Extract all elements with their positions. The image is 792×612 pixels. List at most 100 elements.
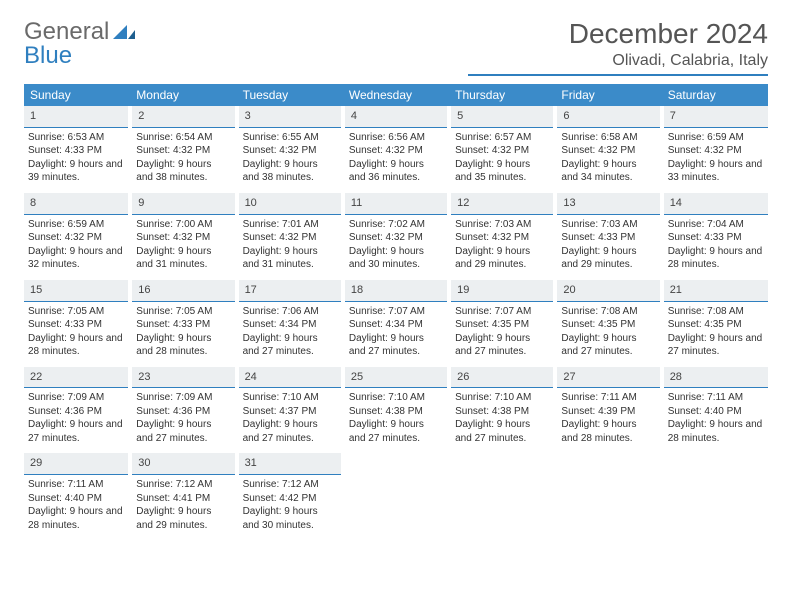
calendar-cell: 15Sunrise: 7:05 AMSunset: 4:33 PMDayligh… [24,277,130,364]
day-body: Sunrise: 7:12 AMSunset: 4:42 PMDaylight:… [239,475,341,534]
day-body: Sunrise: 6:53 AMSunset: 4:33 PMDaylight:… [24,128,128,187]
calendar-cell: .. [662,450,768,537]
day-body: Sunrise: 6:59 AMSunset: 4:32 PMDaylight:… [664,128,768,187]
location-label: Olivadi, Calabria, Italy [468,52,768,76]
calendar-cell: 10Sunrise: 7:01 AMSunset: 4:32 PMDayligh… [237,190,343,277]
calendar-table: Sunday Monday Tuesday Wednesday Thursday… [24,84,768,540]
calendar-body: 1Sunrise: 6:53 AMSunset: 4:33 PMDaylight… [24,106,768,537]
calendar-cell: 17Sunrise: 7:06 AMSunset: 4:34 PMDayligh… [237,277,343,364]
calendar-cell: 28Sunrise: 7:11 AMSunset: 4:40 PMDayligh… [662,364,768,451]
day-body: Sunrise: 6:58 AMSunset: 4:32 PMDaylight:… [557,128,659,187]
calendar-cell: 21Sunrise: 7:08 AMSunset: 4:35 PMDayligh… [662,277,768,364]
day-body: Sunrise: 6:59 AMSunset: 4:32 PMDaylight:… [24,215,128,274]
calendar-cell: .. [555,450,661,537]
day-body: Sunrise: 7:03 AMSunset: 4:32 PMDaylight:… [451,215,553,274]
calendar-cell: 5Sunrise: 6:57 AMSunset: 4:32 PMDaylight… [449,106,555,190]
day-number: 1 [24,106,128,128]
day-number: 24 [239,367,341,389]
calendar-cell: 16Sunrise: 7:05 AMSunset: 4:33 PMDayligh… [130,277,236,364]
day-number: 26 [451,367,553,389]
day-header: Tuesday [237,84,343,106]
calendar-cell: 6Sunrise: 6:58 AMSunset: 4:32 PMDaylight… [555,106,661,190]
day-body: Sunrise: 7:02 AMSunset: 4:32 PMDaylight:… [345,215,447,274]
day-body: Sunrise: 7:10 AMSunset: 4:38 PMDaylight:… [345,388,447,447]
day-body: Sunrise: 6:57 AMSunset: 4:32 PMDaylight:… [451,128,553,187]
day-number: 12 [451,193,553,215]
calendar-cell: 11Sunrise: 7:02 AMSunset: 4:32 PMDayligh… [343,190,449,277]
day-number: 20 [557,280,659,302]
calendar-cell: .. [343,450,449,537]
calendar-cell: 4Sunrise: 6:56 AMSunset: 4:32 PMDaylight… [343,106,449,190]
calendar-cell: 3Sunrise: 6:55 AMSunset: 4:32 PMDaylight… [237,106,343,190]
logo-part1: General [24,18,109,45]
calendar-cell: 18Sunrise: 7:07 AMSunset: 4:34 PMDayligh… [343,277,449,364]
day-header: Saturday [662,84,768,106]
month-title: December 2024 [468,18,768,50]
day-body: Sunrise: 7:07 AMSunset: 4:35 PMDaylight:… [451,302,553,361]
calendar-cell: 13Sunrise: 7:03 AMSunset: 4:33 PMDayligh… [555,190,661,277]
day-body: Sunrise: 7:11 AMSunset: 4:40 PMDaylight:… [664,388,768,447]
calendar-cell: 2Sunrise: 6:54 AMSunset: 4:32 PMDaylight… [130,106,236,190]
calendar-row: 1Sunrise: 6:53 AMSunset: 4:33 PMDaylight… [24,106,768,190]
day-number: 2 [132,106,234,128]
calendar-cell: .. [449,450,555,537]
day-number: 28 [664,367,768,389]
day-header: Monday [130,84,236,106]
calendar-cell: 26Sunrise: 7:10 AMSunset: 4:38 PMDayligh… [449,364,555,451]
day-body: Sunrise: 7:05 AMSunset: 4:33 PMDaylight:… [132,302,234,361]
calendar-cell: 12Sunrise: 7:03 AMSunset: 4:32 PMDayligh… [449,190,555,277]
calendar-cell: 29Sunrise: 7:11 AMSunset: 4:40 PMDayligh… [24,450,130,537]
day-number: 5 [451,106,553,128]
day-body: Sunrise: 7:07 AMSunset: 4:34 PMDaylight:… [345,302,447,361]
day-number: 22 [24,367,128,389]
logo: General Blue [24,18,135,68]
title-block: December 2024 Olivadi, Calabria, Italy [468,18,768,76]
day-body: Sunrise: 7:05 AMSunset: 4:33 PMDaylight:… [24,302,128,361]
calendar-cell: 31Sunrise: 7:12 AMSunset: 4:42 PMDayligh… [237,450,343,537]
day-number: 15 [24,280,128,302]
calendar-cell: 27Sunrise: 7:11 AMSunset: 4:39 PMDayligh… [555,364,661,451]
day-body: Sunrise: 7:00 AMSunset: 4:32 PMDaylight:… [132,215,234,274]
day-body: Sunrise: 7:04 AMSunset: 4:33 PMDaylight:… [664,215,768,274]
calendar-cell: 20Sunrise: 7:08 AMSunset: 4:35 PMDayligh… [555,277,661,364]
logo-sail-icon [113,20,135,44]
day-number: 4 [345,106,447,128]
day-number: 25 [345,367,447,389]
day-number: 17 [239,280,341,302]
calendar-cell: 19Sunrise: 7:07 AMSunset: 4:35 PMDayligh… [449,277,555,364]
day-body: Sunrise: 7:11 AMSunset: 4:39 PMDaylight:… [557,388,659,447]
day-number: 27 [557,367,659,389]
header: General Blue December 2024 Olivadi, Cala… [24,18,768,76]
day-body: Sunrise: 6:56 AMSunset: 4:32 PMDaylight:… [345,128,447,187]
calendar-cell: 23Sunrise: 7:09 AMSunset: 4:36 PMDayligh… [130,364,236,451]
calendar-cell: 25Sunrise: 7:10 AMSunset: 4:38 PMDayligh… [343,364,449,451]
day-body: Sunrise: 7:06 AMSunset: 4:34 PMDaylight:… [239,302,341,361]
day-number: 30 [132,453,234,475]
day-number: 23 [132,367,234,389]
day-body: Sunrise: 7:08 AMSunset: 4:35 PMDaylight:… [557,302,659,361]
day-number: 7 [664,106,768,128]
day-number: 21 [664,280,768,302]
calendar-cell: 1Sunrise: 6:53 AMSunset: 4:33 PMDaylight… [24,106,130,190]
day-header: Sunday [24,84,130,106]
calendar-cell: 8Sunrise: 6:59 AMSunset: 4:32 PMDaylight… [24,190,130,277]
day-body: Sunrise: 7:12 AMSunset: 4:41 PMDaylight:… [132,475,234,534]
day-body: Sunrise: 7:10 AMSunset: 4:37 PMDaylight:… [239,388,341,447]
calendar-row: 29Sunrise: 7:11 AMSunset: 4:40 PMDayligh… [24,450,768,537]
day-number: 13 [557,193,659,215]
day-header-row: Sunday Monday Tuesday Wednesday Thursday… [24,84,768,106]
day-body: Sunrise: 6:55 AMSunset: 4:32 PMDaylight:… [239,128,341,187]
logo-part2: Blue [24,42,72,69]
day-body: Sunrise: 7:10 AMSunset: 4:38 PMDaylight:… [451,388,553,447]
day-number: 29 [24,453,128,475]
day-number: 8 [24,193,128,215]
calendar-cell: 22Sunrise: 7:09 AMSunset: 4:36 PMDayligh… [24,364,130,451]
day-header: Wednesday [343,84,449,106]
day-header: Friday [555,84,661,106]
calendar-row: 22Sunrise: 7:09 AMSunset: 4:36 PMDayligh… [24,364,768,451]
day-number: 31 [239,453,341,475]
day-body: Sunrise: 7:11 AMSunset: 4:40 PMDaylight:… [24,475,128,534]
calendar-row: 8Sunrise: 6:59 AMSunset: 4:32 PMDaylight… [24,190,768,277]
day-body: Sunrise: 7:01 AMSunset: 4:32 PMDaylight:… [239,215,341,274]
day-header: Thursday [449,84,555,106]
